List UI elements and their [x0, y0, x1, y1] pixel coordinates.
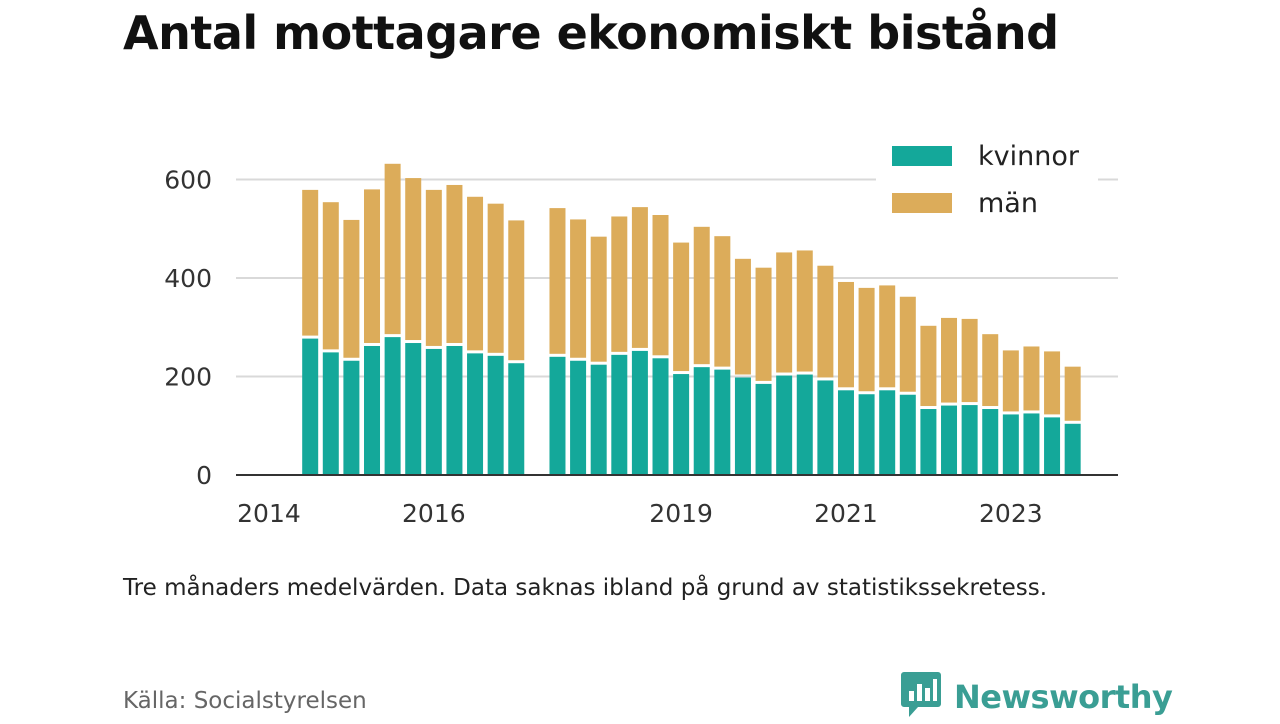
bar-man — [549, 208, 566, 354]
bar-man — [302, 189, 319, 336]
x-tick-label: 2014 — [237, 499, 301, 528]
newsworthy-brand[interactable]: Newsworthy — [900, 670, 1173, 724]
bar-kvinnor — [467, 353, 484, 475]
bar-kvinnor — [714, 369, 731, 475]
bar-kvinnor — [982, 409, 999, 475]
bar-kvinnor — [673, 374, 690, 475]
bar-man — [1002, 350, 1019, 412]
bar-man — [693, 226, 710, 365]
bar-man — [817, 265, 834, 378]
bar-man — [425, 189, 442, 346]
bar-man — [405, 178, 422, 341]
bar-man — [1064, 366, 1081, 421]
bar-man — [343, 219, 360, 358]
source-label: Källa: Socialstyrelsen — [123, 688, 367, 714]
bar-man — [899, 296, 916, 392]
bar-man — [1044, 351, 1061, 415]
bar-kvinnor — [879, 390, 896, 475]
bar-man — [858, 287, 875, 392]
bar-man — [590, 236, 607, 362]
x-tick-label: 2021 — [814, 499, 878, 528]
bar-kvinnor — [611, 354, 628, 475]
bar-kvinnor — [446, 345, 463, 475]
bar-kvinnor — [322, 352, 339, 475]
bar-man — [941, 317, 958, 403]
bar-kvinnor — [920, 409, 937, 475]
bar-man — [384, 163, 401, 335]
bar-kvinnor — [734, 377, 751, 475]
bar-kvinnor — [1044, 417, 1061, 475]
y-tick-label: 600 — [164, 166, 212, 195]
bar-kvinnor — [549, 356, 566, 475]
bar-man — [364, 189, 381, 343]
bar-man — [961, 318, 978, 403]
bar-kvinnor — [302, 338, 319, 475]
bar-man — [879, 285, 896, 388]
legend-label: män — [978, 188, 1038, 219]
bar-kvinnor — [384, 337, 401, 475]
legend-label: kvinnor — [978, 141, 1080, 172]
bar-man — [487, 203, 504, 353]
bar-kvinnor — [817, 380, 834, 475]
bar-kvinnor — [364, 345, 381, 475]
bar-kvinnor — [631, 350, 648, 475]
y-tick-label: 200 — [164, 363, 212, 392]
bar-kvinnor — [941, 405, 958, 475]
bar-man — [796, 250, 813, 372]
bar-man — [1023, 346, 1040, 411]
bar-man — [322, 202, 339, 350]
bar-kvinnor — [652, 358, 669, 475]
bar-man — [631, 207, 648, 348]
y-tick-label: 0 — [196, 461, 212, 490]
bar-man — [508, 220, 525, 361]
x-tick-label: 2019 — [649, 499, 713, 528]
bar-man — [673, 242, 690, 372]
bar-kvinnor — [961, 405, 978, 475]
legend-swatch — [892, 146, 952, 166]
bar-kvinnor — [796, 374, 813, 475]
brand-name: Newsworthy — [954, 678, 1173, 716]
bar-kvinnor — [343, 360, 360, 475]
bar-man — [611, 216, 628, 352]
bar-kvinnor — [405, 343, 422, 475]
bar-kvinnor — [858, 394, 875, 475]
x-tick-label: 2016 — [402, 499, 466, 528]
bar-man — [755, 267, 772, 381]
chart-title: Antal mottagare ekonomiskt bistånd — [123, 6, 1059, 60]
bar-man — [446, 184, 463, 343]
bar-kvinnor — [487, 355, 504, 475]
bar-kvinnor — [570, 360, 587, 475]
bar-man — [467, 196, 484, 351]
bar-kvinnor — [508, 363, 525, 475]
bar-kvinnor — [776, 375, 793, 475]
bar-man — [652, 215, 669, 356]
bar-kvinnor — [1023, 413, 1040, 475]
bar-man — [734, 258, 751, 375]
legend-swatch — [892, 193, 952, 213]
newsworthy-logo-icon — [900, 670, 942, 724]
bar-kvinnor — [755, 383, 772, 475]
bar-kvinnor — [1002, 414, 1019, 475]
bar-kvinnor — [1064, 423, 1081, 475]
bar-man — [982, 334, 999, 407]
bar-man — [920, 325, 937, 407]
bar-kvinnor — [425, 348, 442, 475]
bar-kvinnor — [899, 394, 916, 475]
bar-kvinnor — [693, 367, 710, 475]
bar-man — [570, 219, 587, 358]
bar-kvinnor — [590, 364, 607, 475]
bar-kvinnor — [837, 390, 854, 475]
bar-man — [837, 281, 854, 388]
y-tick-label: 400 — [164, 264, 212, 293]
bar-man — [776, 252, 793, 373]
x-tick-label: 2023 — [979, 499, 1043, 528]
chart-note: Tre månaders medelvärden. Data saknas ib… — [123, 575, 1048, 601]
bar-man — [714, 236, 731, 367]
